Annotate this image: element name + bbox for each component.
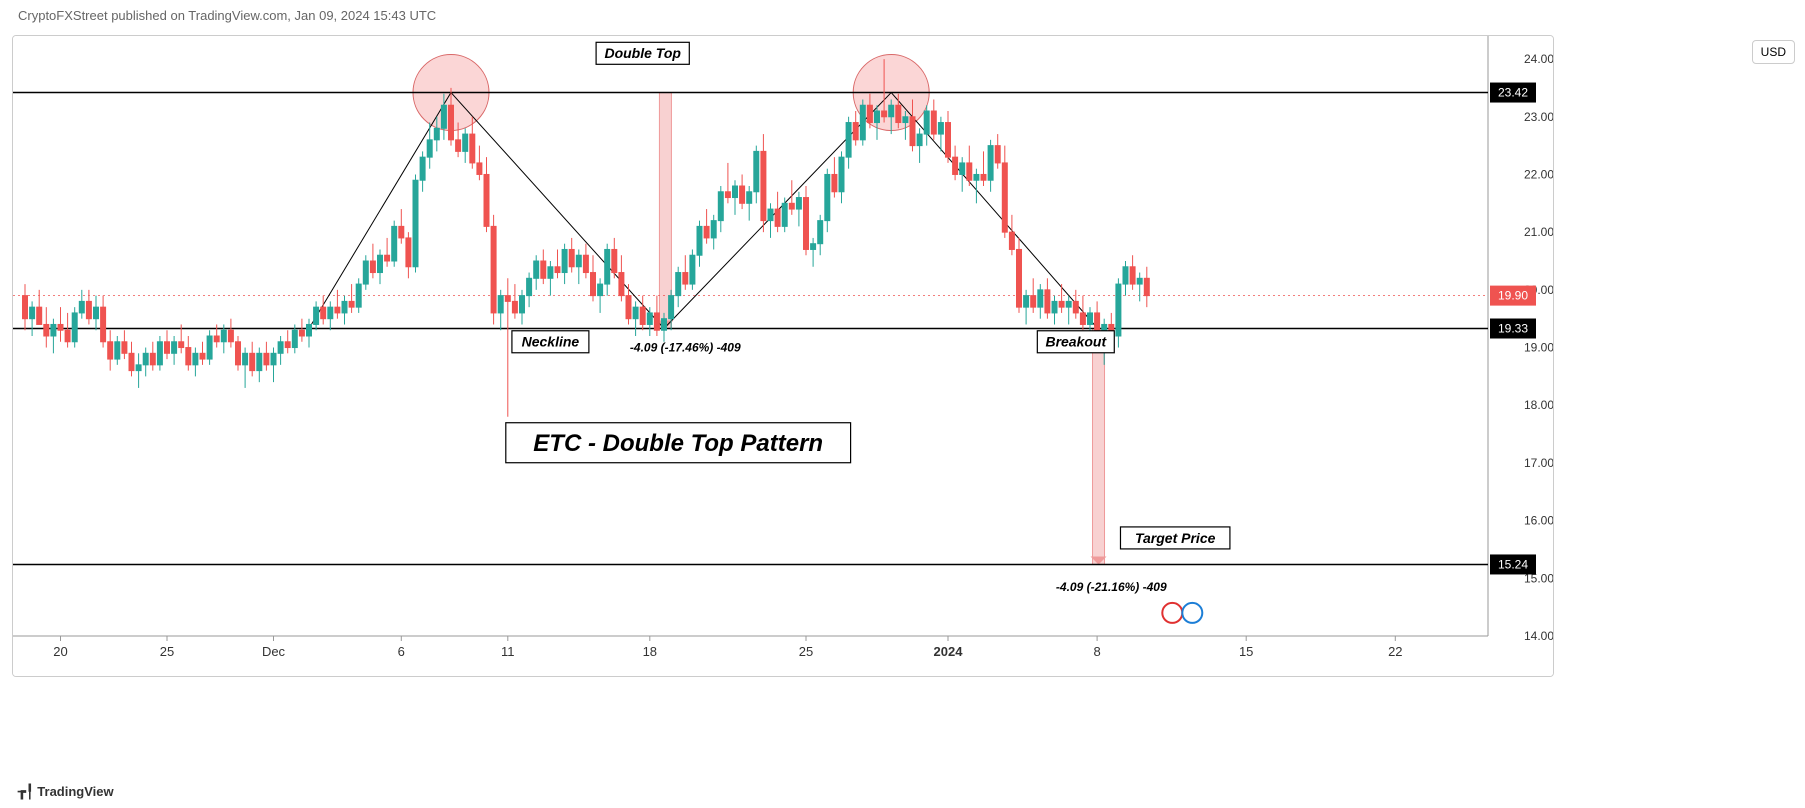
svg-text:-4.09 (-21.16%) -409: -4.09 (-21.16%) -409 (1056, 580, 1167, 594)
svg-text:6: 6 (398, 644, 405, 659)
svg-text:11: 11 (501, 644, 515, 659)
svg-text:16.00: 16.00 (1524, 514, 1554, 528)
svg-text:18: 18 (643, 644, 657, 659)
svg-text:15: 15 (1239, 644, 1253, 659)
svg-text:-4.09 (-17.46%) -409: -4.09 (-17.46%) -409 (630, 341, 741, 355)
svg-text:2024: 2024 (934, 644, 964, 659)
svg-text:24.00: 24.00 (1524, 52, 1554, 66)
tv-icon: ┲╿ (18, 784, 34, 799)
svg-text:Breakout: Breakout (1045, 334, 1107, 350)
svg-text:Double Top: Double Top (604, 45, 681, 61)
svg-text:17.00: 17.00 (1524, 456, 1554, 470)
svg-text:23.00: 23.00 (1524, 110, 1554, 124)
svg-text:25: 25 (160, 644, 174, 659)
currency-badge[interactable]: USD (1752, 40, 1795, 64)
svg-text:19.00: 19.00 (1524, 341, 1554, 355)
svg-text:Dec: Dec (262, 644, 286, 659)
svg-text:19.90: 19.90 (1498, 289, 1528, 303)
svg-text:18.00: 18.00 (1524, 398, 1554, 412)
svg-text:23.42: 23.42 (1498, 86, 1528, 100)
svg-text:ETC - Double Top Pattern: ETC - Double Top Pattern (533, 430, 823, 457)
publish-header: CryptoFXStreet published on TradingView.… (18, 8, 436, 23)
svg-text:20: 20 (53, 644, 67, 659)
svg-text:14.00: 14.00 (1524, 629, 1554, 643)
svg-text:21.00: 21.00 (1524, 225, 1554, 239)
tradingview-logo: ┲╿ TradingView (18, 784, 114, 800)
svg-text:22: 22 (1388, 644, 1402, 659)
svg-text:Target Price: Target Price (1135, 530, 1216, 546)
svg-text:19.33: 19.33 (1498, 322, 1528, 336)
svg-text:25: 25 (799, 644, 813, 659)
svg-text:15.24: 15.24 (1498, 557, 1528, 571)
price-chart[interactable]: 14.0015.0016.0017.0018.0019.0020.0021.00… (12, 35, 1554, 677)
svg-text:8: 8 (1093, 644, 1100, 659)
svg-text:22.00: 22.00 (1524, 167, 1554, 181)
svg-text:Neckline: Neckline (522, 334, 580, 350)
